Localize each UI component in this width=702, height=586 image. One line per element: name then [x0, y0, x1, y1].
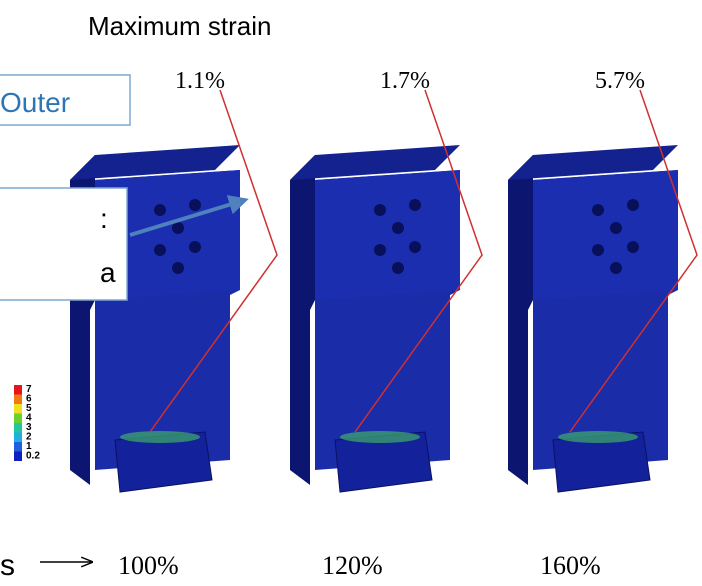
outer-label: Outer	[0, 87, 70, 118]
title: Maximum strain	[88, 11, 271, 41]
bolt-hole	[409, 199, 421, 211]
colorbar-label: 0.2	[26, 451, 40, 462]
bolt-hole	[592, 244, 604, 256]
page: Maximum strain 1.1%100%1.7%120%5.7%160% …	[0, 0, 702, 586]
bolt-hole	[592, 204, 604, 216]
bolt-hole	[610, 262, 622, 274]
scale-label: 100%	[118, 551, 179, 580]
bolt-hole	[610, 222, 622, 234]
strain-hotspot	[340, 431, 420, 443]
colorbar-swatch	[14, 385, 22, 395]
scale-label: 120%	[322, 551, 383, 580]
max-strain-label: 5.7%	[595, 68, 645, 94]
bolt-hole	[374, 204, 386, 216]
colorbar-swatch	[14, 433, 22, 443]
bolt-hole	[154, 244, 166, 256]
strain-hotspot	[120, 431, 200, 443]
colorbar-swatch	[14, 395, 22, 405]
bolt-hole	[409, 241, 421, 253]
inner-label-line: :	[100, 203, 108, 234]
block-side	[290, 155, 315, 485]
models: 1.1% 100% 1.7% 120% 5.7% 160%	[70, 68, 697, 580]
colorbar-swatch	[14, 414, 22, 424]
bolt-hole	[374, 244, 386, 256]
bolt-hole	[172, 222, 184, 234]
slide: Maximum strain 1.1%100%1.7%120%5.7%160% …	[0, 0, 702, 586]
scale-label: 160%	[540, 551, 601, 580]
bolt-hole	[172, 262, 184, 274]
bottom-label: s	[0, 549, 15, 582]
colorbar-swatch	[14, 452, 22, 462]
bolt-hole	[189, 199, 201, 211]
bolt-hole	[189, 241, 201, 253]
bolt-hole	[392, 262, 404, 274]
colorbar-swatch	[14, 423, 22, 433]
bolt-hole	[627, 241, 639, 253]
bolt-hole	[154, 204, 166, 216]
max-strain-label: 1.7%	[380, 68, 430, 94]
bolt-hole	[392, 222, 404, 234]
max-strain-label: 1.1%	[175, 68, 225, 94]
colorbar-swatch	[14, 404, 22, 414]
inner-label-line: a	[100, 257, 116, 288]
bolt-hole	[627, 199, 639, 211]
block-upper	[533, 170, 678, 300]
block-side	[508, 155, 533, 485]
block-upper	[315, 170, 460, 300]
colorbar-swatch	[14, 442, 22, 452]
strain-hotspot	[558, 431, 638, 443]
